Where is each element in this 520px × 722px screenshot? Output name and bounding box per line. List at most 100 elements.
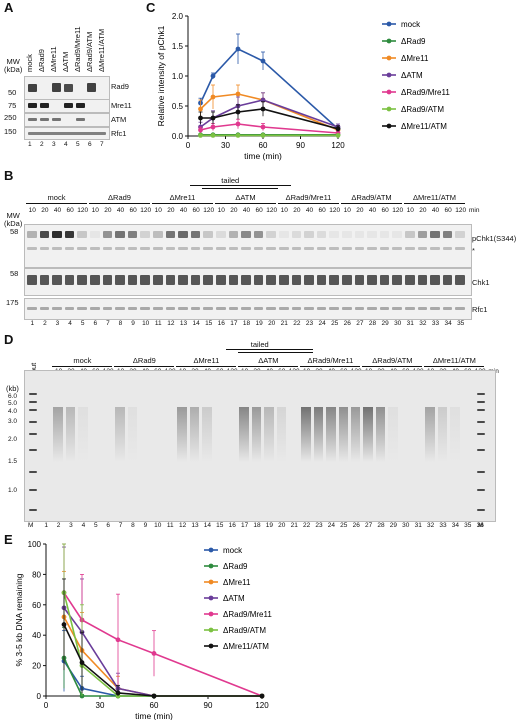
group-line-d xyxy=(114,366,175,367)
pchk1-band xyxy=(190,231,201,238)
pchk1-band xyxy=(392,231,402,238)
lane-number-b: 26 xyxy=(343,320,351,327)
data-point xyxy=(79,660,85,665)
lane-number-d: 21 xyxy=(290,522,298,529)
rfc1-band xyxy=(342,307,352,310)
pchk1-band xyxy=(102,231,113,238)
lane-number-d: 26 xyxy=(352,522,360,529)
pchk1-band xyxy=(52,231,62,238)
pchk1-band xyxy=(455,231,465,238)
timepoint-label-b: 120 xyxy=(329,207,341,214)
lane-number-d: 9 xyxy=(143,522,148,529)
mw-unit: (kDa) xyxy=(4,65,23,74)
marker-band xyxy=(477,449,485,451)
y-tick-label: 1.0 xyxy=(172,72,184,81)
chk1-band xyxy=(279,275,289,285)
blot-label-pchk1: pChk1(S344) xyxy=(472,234,517,243)
lane-number-d: 7 xyxy=(118,522,123,529)
mw-mark-58: 58 xyxy=(10,227,19,236)
chk1-band xyxy=(77,275,87,285)
legend-label: ΔATM xyxy=(223,594,245,603)
group-label-d: ΔRad9/ATM xyxy=(372,356,413,365)
x-axis-label: time (min) xyxy=(244,151,282,161)
data-point xyxy=(151,693,157,699)
timepoint-label-b: 120 xyxy=(203,207,215,214)
chk1-band xyxy=(342,275,352,285)
data-point xyxy=(260,124,266,130)
y-tick-label: 0.5 xyxy=(172,102,184,111)
atm-blot xyxy=(24,113,110,127)
nonspecific-band xyxy=(39,247,50,250)
rfc1-band xyxy=(392,307,402,310)
legend-label: ΔMre11/ATM xyxy=(223,642,269,651)
legend-marker xyxy=(386,55,392,61)
chk1-band xyxy=(228,275,239,285)
pchk1-band xyxy=(379,231,390,238)
dna-smear xyxy=(437,407,448,462)
rfc1-band xyxy=(228,307,239,310)
timepoint-label-b: 40 xyxy=(368,207,377,214)
dna-gel xyxy=(24,370,496,522)
group-line-b xyxy=(26,203,87,204)
lane-number-d: 24 xyxy=(327,522,335,529)
nonspecific-band xyxy=(367,247,377,250)
kb-mark: 1.0 xyxy=(8,487,18,494)
nonspecific-band xyxy=(253,247,264,250)
rfc1-band xyxy=(90,307,100,310)
timepoint-label-b: 120 xyxy=(392,207,404,214)
lane-number-b: 22 xyxy=(293,320,301,327)
x-tick-label: 120 xyxy=(331,141,345,150)
timepoint-label-b: 10 xyxy=(91,207,99,214)
dna-smear xyxy=(388,407,398,462)
group-line-d xyxy=(176,366,237,367)
nonspecific-band xyxy=(329,247,339,250)
legend-label: ΔRad9/Mre11 xyxy=(223,610,272,619)
lane-number-b: 8 xyxy=(118,320,123,327)
pchk1-band xyxy=(165,231,176,238)
chk1-band xyxy=(455,275,465,285)
group-label-b: mock xyxy=(47,193,66,202)
nonspecific-band xyxy=(266,247,276,250)
rfc1-band xyxy=(379,307,390,310)
chk1-band xyxy=(253,275,264,285)
timepoint-label-b: 60 xyxy=(255,207,263,214)
group-label-b: ΔRad9 xyxy=(108,193,131,202)
timepoint-label-b: 10 xyxy=(406,207,414,214)
marker-band xyxy=(477,393,485,395)
pchk1-band xyxy=(253,231,264,238)
pchk1-band xyxy=(77,231,87,238)
nonspecific-band xyxy=(430,247,440,250)
panel-c-letter: C xyxy=(146,0,156,15)
panel-e-letter: E xyxy=(4,532,13,547)
lane-number-d: 8 xyxy=(131,522,135,529)
nonspecific-band xyxy=(127,247,138,250)
chk1-band xyxy=(178,275,188,285)
timepoint-label-b: 40 xyxy=(179,207,188,214)
pchk1-band xyxy=(291,231,302,238)
chk1-band xyxy=(115,275,125,285)
timepoint-label-b: 120 xyxy=(455,207,467,214)
data-point xyxy=(235,133,241,138)
data-point xyxy=(151,651,157,656)
chk1-band xyxy=(90,275,100,285)
timepoint-label-b: 20 xyxy=(419,207,427,214)
group-line-b xyxy=(404,203,465,204)
data-point xyxy=(260,133,266,138)
legend-marker xyxy=(208,563,214,569)
panel-b-mw-header: MW (kDa) xyxy=(4,212,22,228)
timepoint-label-b: 10 xyxy=(217,207,225,214)
nonspecific-band xyxy=(442,247,453,250)
dna-smear xyxy=(189,407,200,462)
y-tick-label: 1.5 xyxy=(172,42,184,51)
dna-smear xyxy=(177,407,187,462)
rfc1-band xyxy=(329,307,339,310)
timepoint-label-b: 20 xyxy=(293,207,301,214)
pchk1-band xyxy=(241,231,251,238)
legend-label: mock xyxy=(401,20,421,29)
data-point xyxy=(235,109,241,115)
dna-smear xyxy=(78,407,88,462)
tailed-bar-b xyxy=(189,185,291,186)
legend-marker xyxy=(208,643,214,649)
lane-number-b: 5 xyxy=(80,320,85,327)
lane-number-d: 16 xyxy=(228,522,236,529)
